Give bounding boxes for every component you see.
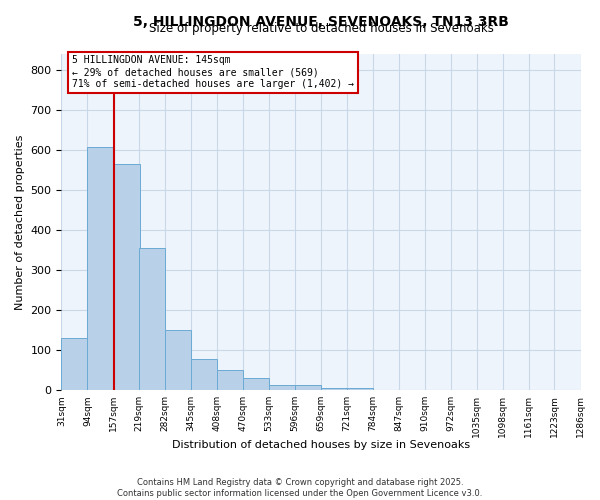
Y-axis label: Number of detached properties: Number of detached properties bbox=[15, 134, 25, 310]
Title: 5, HILLINGDON AVENUE, SEVENOAKS, TN13 3RB: 5, HILLINGDON AVENUE, SEVENOAKS, TN13 3R… bbox=[133, 15, 509, 29]
Text: Contains HM Land Registry data © Crown copyright and database right 2025.
Contai: Contains HM Land Registry data © Crown c… bbox=[118, 478, 482, 498]
Bar bbox=[113, 164, 140, 390]
Text: 5 HILLINGDON AVENUE: 145sqm
← 29% of detached houses are smaller (569)
71% of se: 5 HILLINGDON AVENUE: 145sqm ← 29% of det… bbox=[72, 56, 354, 88]
Bar bbox=[165, 330, 191, 390]
Bar bbox=[217, 370, 244, 390]
Bar bbox=[295, 386, 321, 390]
Bar bbox=[139, 248, 165, 390]
Bar bbox=[269, 385, 295, 390]
Bar bbox=[88, 146, 113, 390]
Bar bbox=[243, 378, 269, 390]
X-axis label: Distribution of detached houses by size in Sevenoaks: Distribution of detached houses by size … bbox=[172, 440, 470, 450]
Bar bbox=[321, 388, 347, 390]
Bar bbox=[347, 388, 373, 390]
Text: Size of property relative to detached houses in Sevenoaks: Size of property relative to detached ho… bbox=[149, 22, 493, 36]
Bar bbox=[61, 338, 88, 390]
Bar bbox=[191, 359, 217, 390]
